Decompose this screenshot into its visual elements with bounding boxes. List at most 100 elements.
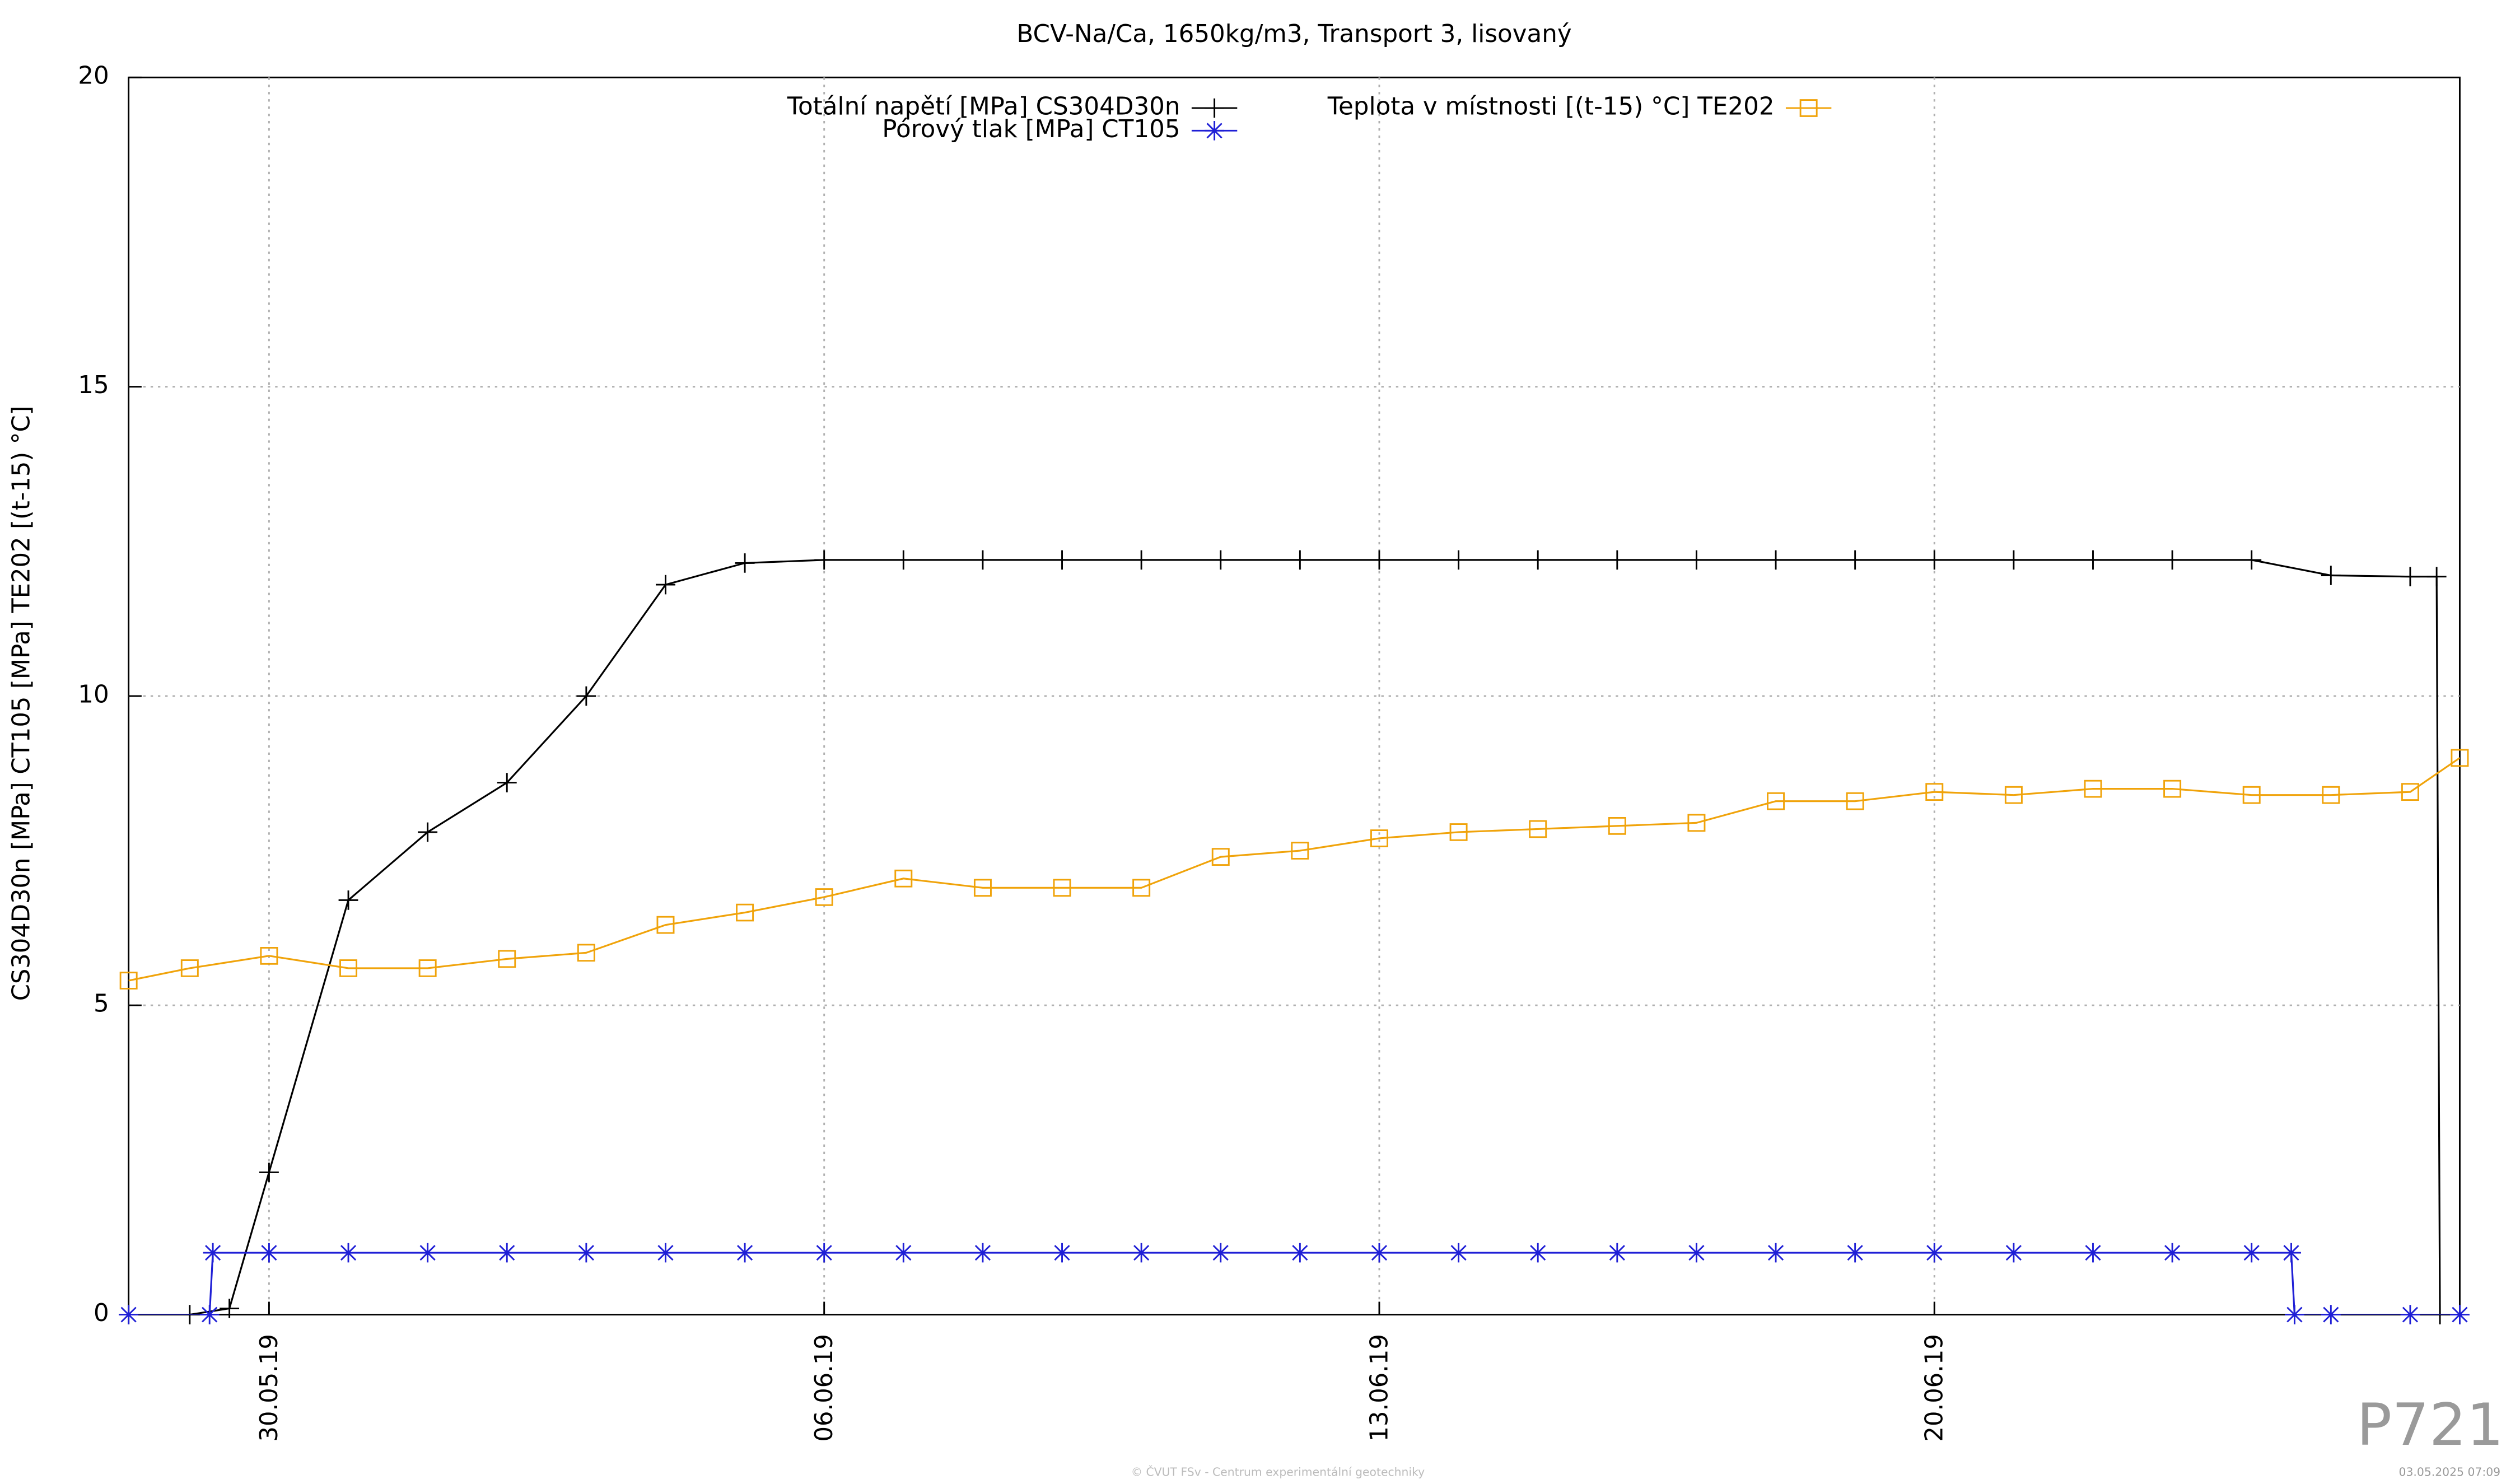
marker bbox=[1766, 550, 1786, 570]
marker bbox=[418, 959, 437, 977]
marker bbox=[735, 1243, 755, 1263]
marker bbox=[1767, 792, 1785, 810]
marker bbox=[1766, 1243, 1786, 1263]
marker bbox=[1290, 550, 1310, 570]
marker bbox=[1053, 879, 1071, 897]
marker bbox=[2083, 1243, 2103, 1263]
marker bbox=[814, 1243, 834, 1263]
footer: © ČVUT FSv - Centrum experimentální geot… bbox=[1131, 1465, 1425, 1478]
marker bbox=[894, 869, 913, 888]
marker bbox=[259, 1163, 279, 1182]
marker bbox=[815, 888, 833, 906]
marker bbox=[1449, 550, 1469, 570]
series-line bbox=[128, 1252, 2460, 1315]
marker bbox=[1205, 98, 1225, 118]
marker bbox=[577, 944, 595, 962]
marker bbox=[2321, 1305, 2341, 1324]
x-tick-label: 30.05.19 bbox=[255, 1334, 283, 1441]
marker bbox=[259, 1243, 279, 1263]
marker bbox=[1924, 1243, 1944, 1263]
marker bbox=[656, 1243, 675, 1263]
chart-title: BCV-Na/Ca, 1650kg/m3, Transport 3, lisov… bbox=[1016, 20, 1571, 48]
marker bbox=[576, 1243, 596, 1263]
marker bbox=[119, 972, 138, 990]
marker bbox=[1052, 1243, 1072, 1263]
marker bbox=[497, 1243, 517, 1263]
series-line bbox=[128, 559, 2441, 1315]
marker bbox=[2162, 550, 2182, 570]
legend-label: Teplota v místnosti [(t-15) °C] TE202 bbox=[1327, 93, 1775, 121]
marker bbox=[2401, 783, 2419, 801]
marker bbox=[1686, 550, 1706, 570]
marker bbox=[260, 947, 278, 965]
watermark: P721 bbox=[2356, 1391, 2504, 1459]
marker bbox=[2284, 1305, 2304, 1324]
marker bbox=[2163, 780, 2182, 798]
marker bbox=[1211, 550, 1231, 570]
marker bbox=[1369, 550, 1389, 570]
marker bbox=[1925, 783, 1944, 801]
marker bbox=[576, 686, 596, 706]
marker bbox=[2400, 567, 2420, 586]
marker bbox=[973, 879, 992, 897]
marker bbox=[1205, 121, 1225, 141]
marker bbox=[1131, 1243, 1151, 1263]
marker bbox=[735, 553, 755, 573]
marker bbox=[119, 1305, 139, 1324]
marker bbox=[2083, 550, 2103, 570]
y-tick-label: 20 bbox=[78, 62, 109, 90]
marker bbox=[1846, 792, 1864, 810]
marker bbox=[2426, 567, 2447, 586]
marker bbox=[1132, 879, 1151, 897]
marker bbox=[203, 1243, 223, 1263]
y-tick-label: 0 bbox=[94, 1299, 109, 1327]
x-tick-label: 20.06.19 bbox=[1921, 1334, 1949, 1441]
marker bbox=[2004, 550, 2024, 570]
marker bbox=[1529, 820, 1547, 838]
marker bbox=[418, 822, 438, 842]
marker bbox=[973, 550, 993, 570]
marker bbox=[418, 1243, 438, 1263]
marker bbox=[1370, 829, 1388, 847]
marker bbox=[497, 773, 517, 792]
marker bbox=[1131, 550, 1151, 570]
timestamp: 03.05.2025 07:09 bbox=[2399, 1465, 2501, 1478]
marker bbox=[1845, 550, 1865, 570]
marker bbox=[973, 1243, 993, 1263]
marker bbox=[2281, 1243, 2301, 1263]
legend-label: Totální napětí [MPa] CS304D30n bbox=[787, 93, 1180, 121]
y-tick-label: 5 bbox=[94, 990, 109, 1018]
marker bbox=[1686, 1243, 1706, 1263]
marker bbox=[1369, 1243, 1389, 1263]
marker bbox=[1528, 550, 1548, 570]
marker bbox=[656, 916, 675, 934]
marker bbox=[1052, 550, 1072, 570]
marker bbox=[1291, 842, 1309, 860]
marker bbox=[1607, 550, 1627, 570]
marker bbox=[2242, 550, 2262, 570]
marker bbox=[2450, 1305, 2470, 1324]
marker bbox=[2004, 1243, 2024, 1263]
marker bbox=[2162, 1243, 2182, 1263]
marker bbox=[2321, 566, 2341, 585]
y-axis-label: CS304D30n [MPa] CT105 [MPa] TE202 [(t-15… bbox=[7, 405, 35, 1001]
legend-label: Pórový tlak [MPa] CT105 bbox=[882, 115, 1180, 143]
marker bbox=[656, 575, 675, 595]
marker bbox=[814, 550, 834, 570]
marker bbox=[1799, 99, 1818, 117]
marker bbox=[1687, 814, 1706, 832]
marker bbox=[220, 1299, 240, 1318]
marker bbox=[1290, 1243, 1310, 1263]
marker bbox=[1608, 817, 1626, 835]
series-line bbox=[128, 757, 2460, 982]
marker bbox=[1607, 1243, 1627, 1263]
marker bbox=[2430, 1305, 2450, 1324]
marker bbox=[1211, 848, 1230, 866]
marker bbox=[1845, 1243, 1865, 1263]
marker bbox=[1449, 1243, 1469, 1263]
marker bbox=[1528, 1243, 1548, 1263]
x-tick-label: 13.06.19 bbox=[1365, 1334, 1393, 1441]
marker bbox=[2242, 1243, 2262, 1263]
marker bbox=[2451, 749, 2469, 767]
